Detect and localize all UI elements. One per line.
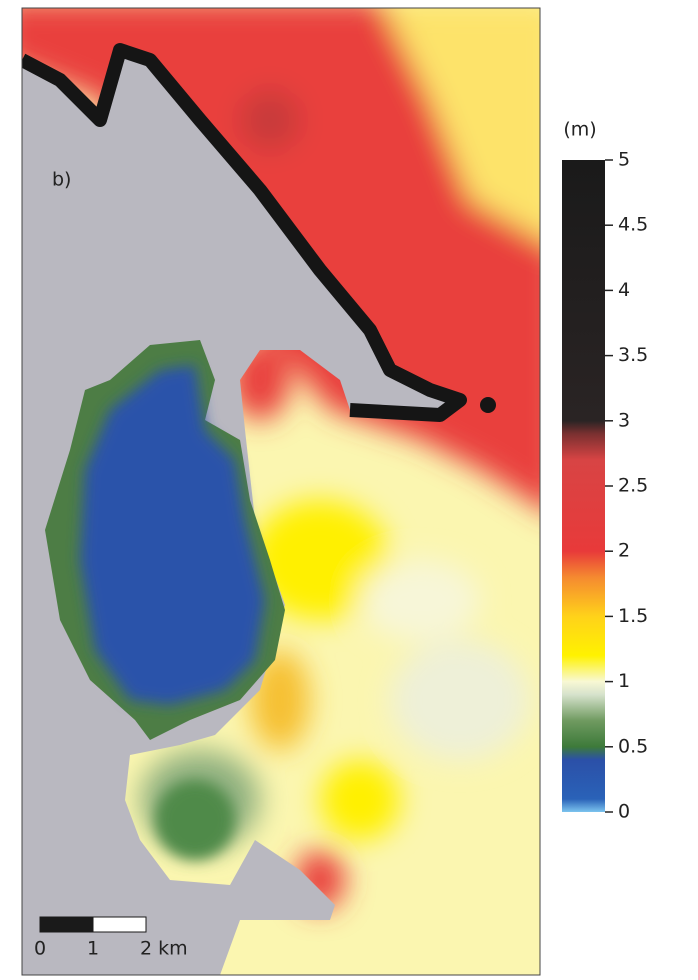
panel-label: b) xyxy=(52,169,71,191)
colorbar-tick-label: 3.5 xyxy=(618,344,648,366)
scale-bar-label: 2 km xyxy=(140,938,188,960)
colorbar-tick-label: 1 xyxy=(618,670,630,692)
colorbar-tick-label: 0 xyxy=(618,801,630,823)
colorbar-tick-label: 1.5 xyxy=(618,605,648,627)
map xyxy=(0,0,560,975)
colorbar-tick-label: 5 xyxy=(618,149,630,171)
colorbar xyxy=(562,160,605,812)
colorbar-tick-label: 4.5 xyxy=(618,214,648,236)
colorbar-ticks: 0 0.5 1 1.5 2 2.5 3 3.5 4 4.5 5 xyxy=(605,149,648,823)
scale-bar-label: 1 xyxy=(87,938,99,960)
colorbar-tick-label: 2.5 xyxy=(618,475,648,497)
map-figure: b) (m) 0 0.5 1 1.5 2 2.5 3 3.5 4 4.5 5 0 1 2 km xyxy=(0,0,698,980)
colorbar-tick-label: 2 xyxy=(618,540,630,562)
colorbar-tick-label: 3 xyxy=(618,409,630,431)
colorbar-label: (m) xyxy=(563,119,596,141)
scale-bar-label: 0 xyxy=(34,938,46,960)
colorbar-tick-label: 4 xyxy=(618,279,630,301)
colorbar-tick-label: 0.5 xyxy=(618,735,648,757)
scale-bar-white xyxy=(93,917,146,932)
scale-bar-black xyxy=(40,917,93,932)
